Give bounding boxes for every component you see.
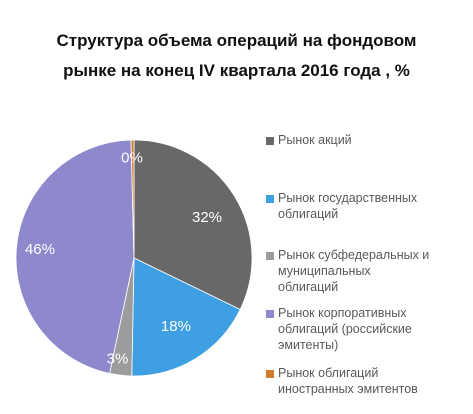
legend-item: Рынок субфедеральных и муниципальных обл… bbox=[266, 247, 429, 295]
legend-swatch bbox=[266, 310, 274, 318]
slice-value-label: 32% bbox=[192, 209, 222, 226]
legend-label: Рынок корпоративных облигаций (российски… bbox=[278, 306, 412, 352]
legend-label: Рынок облигаций иностранных эмитентов bbox=[278, 366, 418, 396]
legend-item: Рынок акций bbox=[266, 132, 352, 148]
legend-swatch bbox=[266, 195, 274, 203]
legend-label: Рынок акций bbox=[278, 133, 352, 147]
chart-title: Структура объема операций на фондовом ры… bbox=[56, 31, 417, 80]
legend-item: Рынок государственных облигаций bbox=[266, 190, 417, 222]
legend-item: Рынок облигаций иностранных эмитентов bbox=[266, 365, 418, 397]
pie-slices bbox=[15, 139, 253, 377]
legend-label: Рынок государственных облигаций bbox=[278, 191, 418, 221]
legend-item: Рынок корпоративных облигаций (российски… bbox=[266, 305, 412, 353]
pie-slice bbox=[131, 257, 241, 377]
pie-slice bbox=[15, 139, 135, 374]
legend-label: Рынок субфедеральных и муниципальных обл… bbox=[278, 248, 430, 294]
slice-value-label: 0% bbox=[121, 150, 143, 167]
slice-value-label: 18% bbox=[161, 318, 191, 335]
slice-value-label: 3% bbox=[107, 350, 129, 367]
legend-swatch bbox=[266, 252, 274, 260]
slice-value-label: 46% bbox=[25, 241, 55, 258]
pie-slice bbox=[130, 139, 135, 259]
legend-swatch bbox=[266, 137, 274, 145]
pie-slice bbox=[133, 139, 253, 311]
legend-swatch bbox=[266, 370, 274, 378]
pie-value-labels: 32% 18% 3% 46% 0% bbox=[25, 150, 222, 368]
